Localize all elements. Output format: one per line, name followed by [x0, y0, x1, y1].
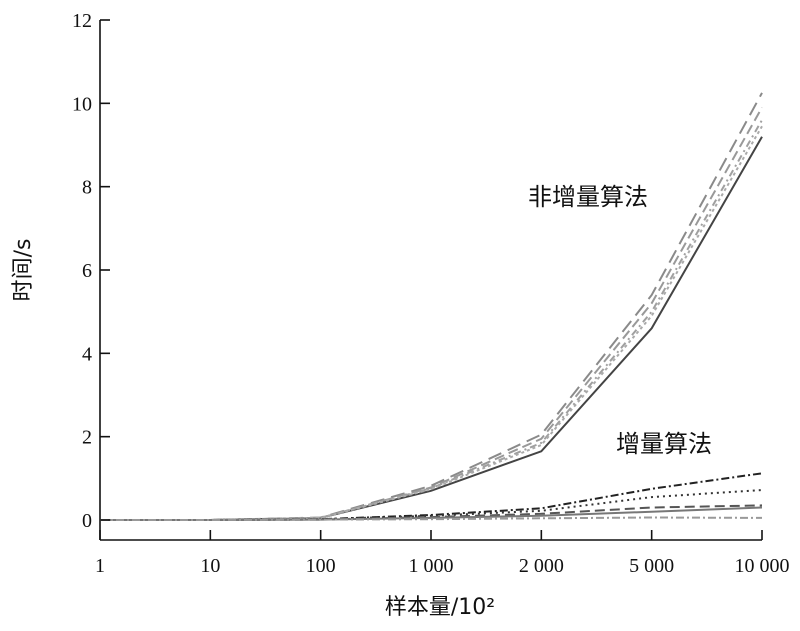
- annotation-incremental: 增量算法: [616, 430, 712, 458]
- series-line-incremental: [100, 516, 763, 521]
- y-tick-label: 0: [82, 510, 92, 532]
- series-line-non-incremental: [100, 119, 763, 521]
- x-tick-label: 100: [306, 555, 336, 577]
- ticks-layer: 0 2 4 6 8 10 12 1 10 100 1 000 2 000 5 000 10 000: [72, 10, 790, 577]
- x-tick-label: 2 000: [519, 555, 564, 577]
- series-line-non-incremental: [100, 107, 763, 521]
- x-tick-label: 1 000: [409, 555, 454, 577]
- x-tick-label: 5 000: [629, 555, 674, 577]
- y-tick-label: 4: [82, 343, 92, 365]
- y-axis-title: 时间/s: [11, 239, 36, 302]
- y-tick-label: 12: [72, 10, 92, 32]
- series-line-non-incremental: [100, 136, 763, 521]
- axes: [99, 20, 762, 541]
- x-axis-title: 样本量/10²: [385, 595, 495, 620]
- x-tick-label: 10 000: [735, 555, 790, 577]
- y-tick-label: 10: [72, 93, 92, 115]
- y-tick-label: 6: [82, 260, 92, 282]
- series-line-incremental: [100, 472, 763, 521]
- y-tick-label: 2: [82, 427, 92, 449]
- x-tick-label: 1: [95, 555, 105, 577]
- annotation-non-incremental: 非增量算法: [528, 183, 648, 211]
- series-line-incremental: [100, 506, 763, 521]
- series-line-non-incremental: [100, 125, 763, 521]
- y-tick-label: 8: [82, 177, 92, 199]
- series-line-incremental: [100, 489, 763, 521]
- series-layer: [100, 92, 763, 521]
- x-tick-label: 10: [200, 555, 220, 577]
